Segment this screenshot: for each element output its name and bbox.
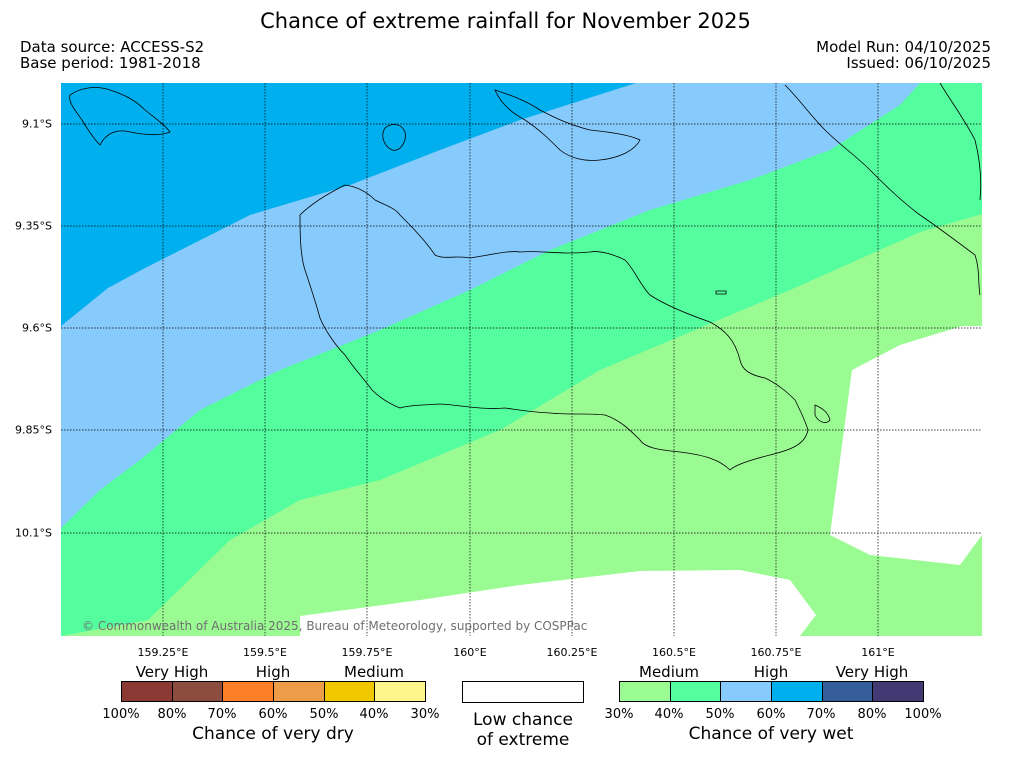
graticule — [61, 83, 982, 636]
zone-70-80 — [61, 83, 636, 326]
wet-tick: 60% — [756, 707, 786, 722]
longitude-label: 160.5°E — [652, 646, 696, 659]
dry-swatch — [274, 682, 325, 701]
dry-swatch — [172, 682, 224, 701]
longitude-label: 161°E — [861, 646, 895, 659]
zone-low-chance-east — [830, 326, 982, 565]
dry-tick: 60% — [258, 707, 288, 722]
low-chance-line1: Low chance — [473, 710, 573, 730]
longitude-label: 160.25°E — [546, 646, 598, 659]
wet-tick: 40% — [654, 707, 684, 722]
dry-swatch — [375, 682, 426, 701]
map-area — [61, 83, 982, 636]
dry-legend-caption: Chance of very dry — [192, 724, 354, 744]
wet-tick: 100% — [904, 707, 942, 722]
low-chance-swatch — [462, 681, 584, 703]
wet-level-very-high: Very High — [835, 663, 909, 681]
wet-swatch — [721, 682, 773, 701]
wet-swatch — [873, 682, 924, 701]
wet-swatch — [772, 682, 823, 701]
dry-tick: 40% — [359, 707, 389, 722]
map-title: Chance of extreme rainfall for November … — [260, 9, 751, 33]
dry-level-high: High — [255, 663, 291, 681]
zone-low-chance-south — [300, 570, 816, 636]
wet-level-medium: Medium — [639, 663, 699, 681]
longitude-label: 160°E — [453, 646, 487, 659]
wet-legend-caption: Chance of very wet — [688, 724, 854, 744]
island-east-coast — [939, 83, 982, 201]
latitude-label: 9.85°S — [15, 423, 52, 437]
low-chance-line2: of extreme — [476, 730, 570, 750]
longitude-label: 160.75°E — [750, 646, 802, 659]
longitude-label: 159.25°E — [137, 646, 189, 659]
low-chance-label: Low chance of extreme — [458, 710, 588, 750]
base-period: Base period: 1981-2018 — [20, 54, 201, 72]
islet-east — [715, 290, 727, 295]
wet-tick: 30% — [604, 707, 634, 722]
dry-swatch — [223, 682, 275, 701]
wet-swatch — [822, 682, 874, 701]
latitude-label: 9.6°S — [22, 321, 52, 335]
copyright-notice: © Commonwealth of Australia 2025, Bureau… — [82, 619, 588, 633]
dry-tick: 70% — [207, 707, 237, 722]
dry-tick: 50% — [309, 707, 339, 722]
model-info: Model Run: 04/10/2025 Issued: 06/10/2025 — [816, 39, 991, 71]
longitude-label: 159.5°E — [243, 646, 287, 659]
dry-colorbar — [121, 681, 426, 702]
wet-colorbar — [619, 681, 924, 702]
dry-level-very-high: Very High — [135, 663, 209, 681]
wet-tick: 70% — [806, 707, 836, 722]
island-north-center — [494, 89, 641, 161]
dry-tick: 100% — [102, 707, 140, 722]
latitude-label: 9.35°S — [15, 219, 52, 233]
wet-swatch — [670, 682, 722, 701]
model-run: Model Run: 04/10/2025 — [816, 38, 991, 56]
island-northwest — [69, 87, 171, 146]
dry-swatch — [122, 682, 173, 701]
data-source: Data source: ACCESS-S2 — [20, 38, 205, 56]
dry-tick: 80% — [157, 707, 187, 722]
dry-tick: 30% — [410, 707, 440, 722]
latitude-label: 10.1°S — [15, 526, 52, 540]
dry-swatch — [324, 682, 376, 701]
wet-swatch — [620, 682, 671, 701]
dry-level-medium: Medium — [344, 663, 404, 681]
island-northeast — [784, 84, 981, 296]
longitude-label: 159.75°E — [341, 646, 393, 659]
latitude-label: 9.1°S — [22, 117, 52, 131]
islet-southeast — [814, 404, 831, 423]
wet-tick: 50% — [705, 707, 735, 722]
issued-date: Issued: 06/10/2025 — [846, 54, 991, 72]
wet-level-high: High — [753, 663, 789, 681]
wet-tick: 80% — [857, 707, 887, 722]
island-north-small — [382, 124, 406, 151]
coastlines — [69, 83, 982, 471]
data-source-info: Data source: ACCESS-S2 Base period: 1981… — [20, 39, 204, 71]
